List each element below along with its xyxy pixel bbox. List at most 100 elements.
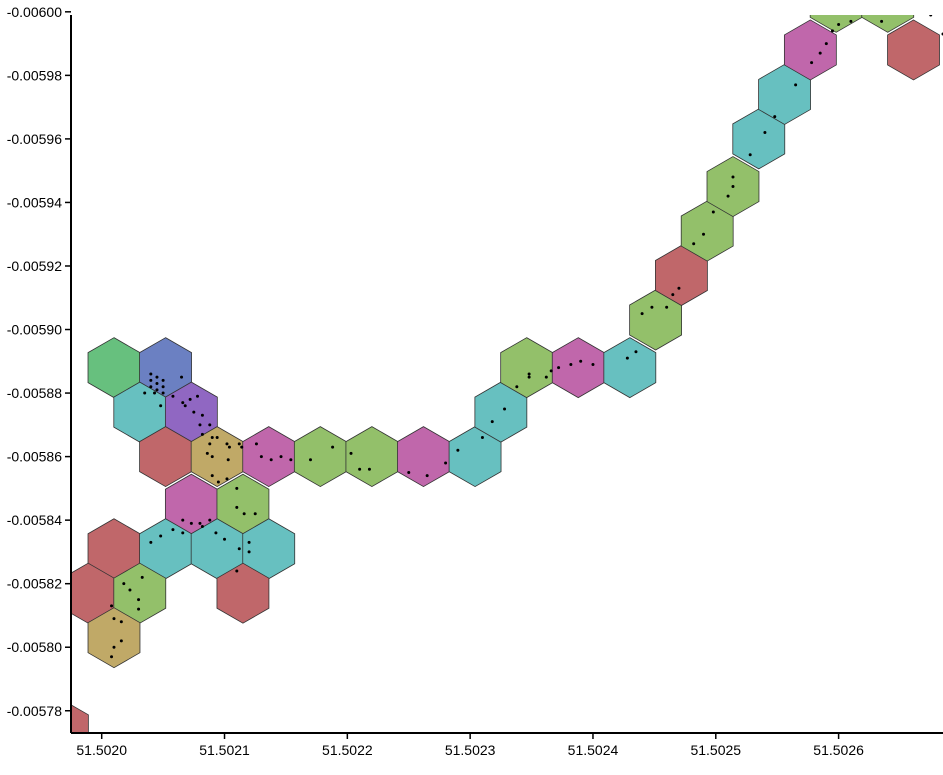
data-point-27 — [237, 442, 241, 446]
data-point-55 — [557, 366, 561, 370]
data-point-18 — [192, 410, 196, 414]
data-point-83 — [880, 19, 884, 23]
x-axis: 51.5020 51.5021 51.5022 51.5023 51.5024 51.50… — [71, 732, 943, 758]
data-point-50 — [515, 385, 519, 389]
data-point-14 — [196, 394, 199, 398]
data-point-49 — [503, 407, 507, 411]
data-point-5 — [161, 385, 165, 389]
data-point-2 — [161, 378, 165, 382]
data-point-64 — [671, 293, 675, 297]
data-point-102 — [223, 537, 227, 541]
hexagon-32 — [783, 19, 837, 81]
data-point-110 — [122, 582, 126, 586]
data-point-35 — [269, 458, 273, 462]
data-point-33 — [226, 458, 230, 462]
hexagon-16 — [87, 607, 141, 669]
data-point-9 — [153, 391, 157, 395]
x-tick-label-1: 51.5021 — [199, 742, 250, 758]
data-point-32 — [210, 455, 214, 459]
data-point-48 — [490, 420, 494, 424]
data-point-84 — [905, 10, 908, 13]
hexagon-15 — [216, 562, 270, 624]
data-point-59 — [634, 350, 638, 354]
data-point-105 — [247, 550, 251, 554]
y-tick-label-10: -0.00580 — [7, 639, 62, 655]
data-point-36 — [279, 455, 283, 459]
data-point-113 — [110, 604, 114, 608]
y-tick-label-0: -0.00600 — [7, 4, 62, 20]
axes: -0.00600 -0.00598 -0.00596 -0.00594 -0.00592… — [7, 4, 943, 758]
hexagon-19 — [345, 426, 399, 488]
data-point-92 — [242, 512, 246, 516]
data-point-51 — [527, 375, 531, 379]
data-point-66 — [692, 242, 696, 246]
data-point-63 — [665, 305, 669, 309]
data-point-16 — [181, 401, 185, 405]
data-point-31 — [205, 451, 209, 455]
data-point-77 — [818, 51, 822, 55]
data-point-85 — [929, 15, 933, 17]
x-tick-label-2: 51.5022 — [322, 742, 373, 758]
data-point-15 — [159, 404, 163, 408]
data-point-111 — [128, 588, 132, 592]
data-point-98 — [171, 528, 175, 532]
hexagon-6 — [242, 426, 296, 488]
data-point-58 — [591, 362, 595, 366]
data-point-112 — [137, 598, 141, 602]
data-point-93 — [253, 512, 257, 516]
data-point-52 — [527, 372, 531, 376]
data-point-117 — [119, 639, 123, 643]
data-point-118 — [112, 645, 116, 649]
data-point-108 — [235, 569, 239, 573]
data-point-74 — [773, 115, 777, 119]
data-point-119 — [110, 655, 114, 659]
data-point-29 — [254, 442, 258, 446]
data-point-19 — [200, 413, 204, 417]
data-point-89 — [225, 477, 229, 481]
hexagon-17 — [71, 704, 89, 733]
data-point-81 — [849, 19, 853, 23]
data-point-104 — [247, 540, 251, 544]
data-point-3 — [149, 378, 153, 382]
x-tick-label-0: 51.5020 — [76, 742, 127, 758]
hexagon-35 — [887, 19, 940, 81]
data-point-94 — [181, 518, 185, 522]
data-point-106 — [159, 534, 163, 538]
data-point-20 — [198, 423, 202, 427]
data-point-107 — [149, 540, 153, 544]
data-point-100 — [200, 525, 204, 528]
x-tick-label-4: 51.5024 — [568, 742, 619, 758]
data-point-78 — [824, 42, 828, 46]
y-tick-label-1: -0.00598 — [7, 67, 62, 83]
data-point-10 — [161, 391, 165, 395]
data-point-38 — [308, 458, 312, 462]
data-point-7 — [155, 388, 159, 392]
data-point-39 — [331, 445, 335, 449]
x-tick-label-3: 51.5023 — [445, 742, 496, 758]
data-point-68 — [711, 210, 715, 214]
data-point-23 — [210, 436, 214, 440]
data-point-46 — [456, 448, 460, 452]
data-point-76 — [810, 61, 814, 65]
data-point-67 — [702, 232, 706, 236]
data-point-44 — [425, 474, 429, 478]
data-point-65 — [677, 286, 681, 290]
data-point-69 — [726, 194, 730, 198]
data-point-116 — [119, 620, 123, 624]
y-axis: -0.00600 -0.00598 -0.00596 -0.00594 -0.00592… — [7, 4, 72, 733]
data-point-28 — [227, 445, 231, 449]
data-point-82 — [857, 7, 860, 10]
data-point-115 — [112, 617, 116, 621]
data-point-56 — [569, 362, 573, 366]
data-point-60 — [625, 356, 629, 360]
data-point-37 — [289, 458, 293, 462]
data-point-53 — [544, 375, 548, 379]
data-point-72 — [748, 153, 752, 157]
data-point-99 — [181, 531, 185, 535]
point-layer — [110, 7, 943, 659]
data-point-71 — [731, 175, 735, 179]
data-point-109 — [140, 575, 144, 579]
data-point-79 — [830, 29, 834, 33]
data-point-41 — [358, 467, 362, 471]
